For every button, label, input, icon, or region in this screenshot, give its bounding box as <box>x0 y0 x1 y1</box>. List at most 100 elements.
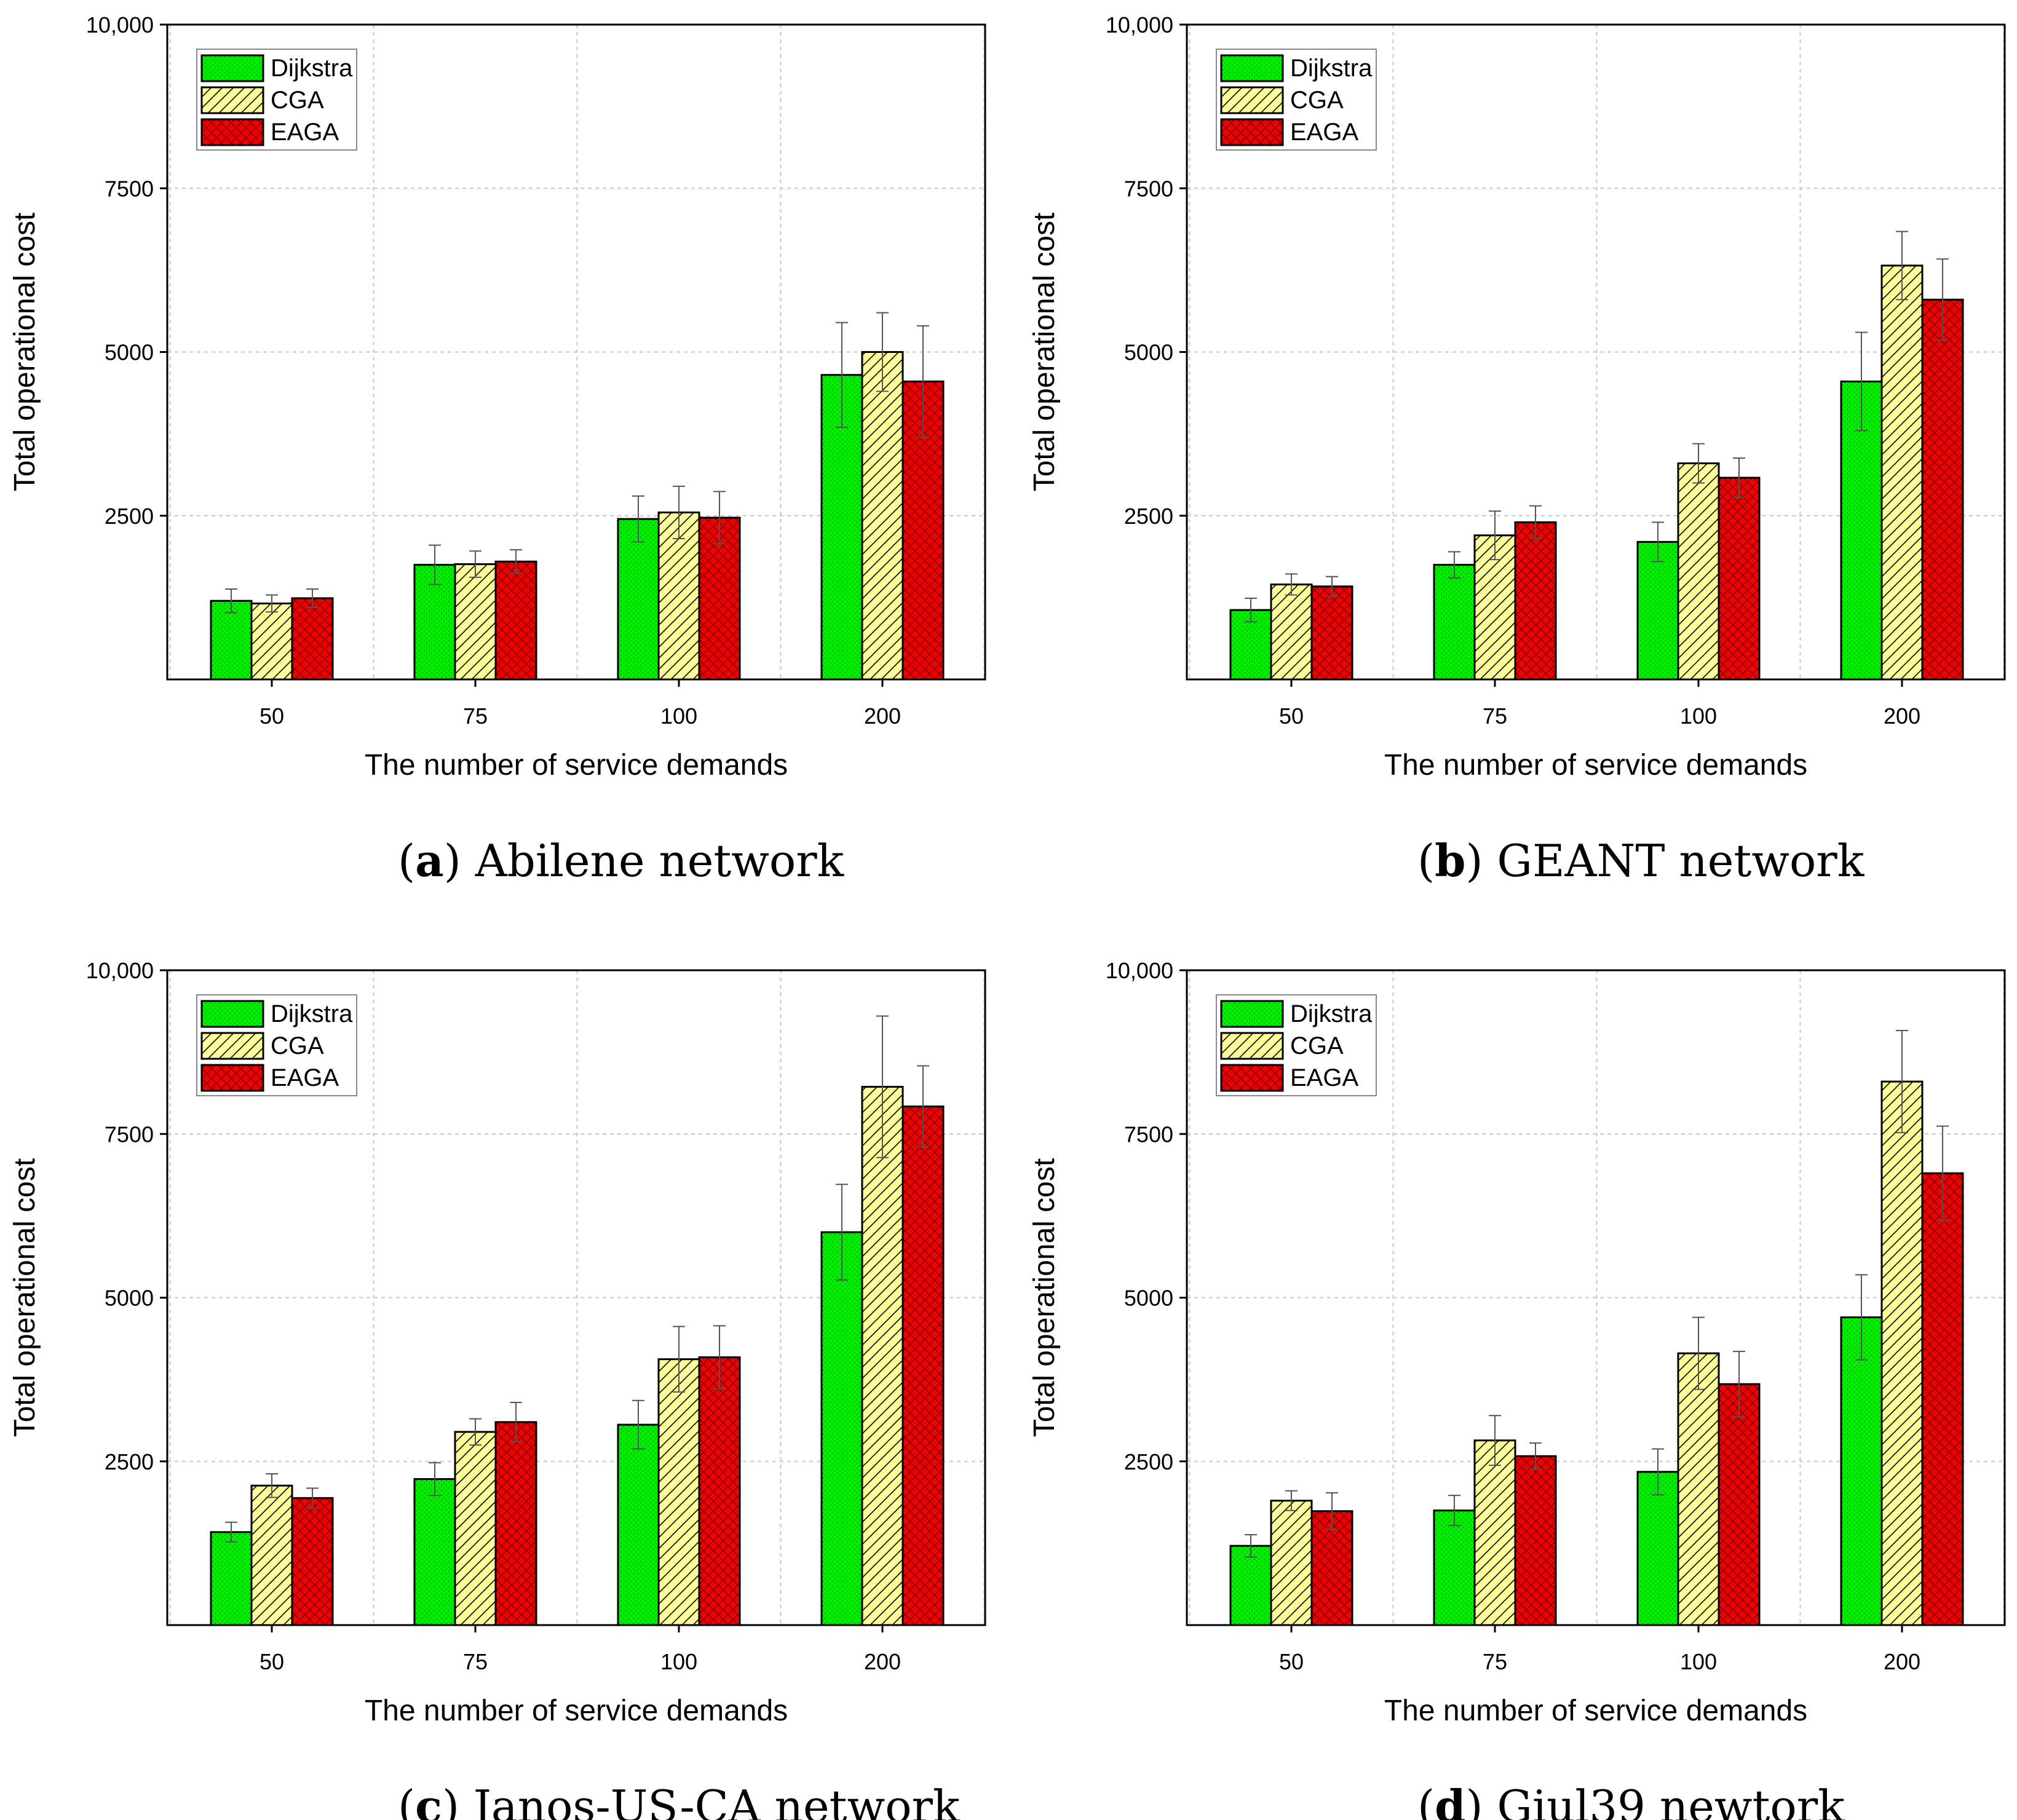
legend-swatch-dijkstra <box>200 54 264 82</box>
legend-swatch-eaga <box>1220 1064 1284 1092</box>
bar-eaga-100 <box>698 1356 741 1626</box>
bar-cga-200 <box>1880 1080 1924 1626</box>
legend-label-cga: CGA <box>1290 87 1344 114</box>
x-axis-title: The number of service demands <box>365 749 788 781</box>
y-tick-label: 7500 <box>105 176 154 201</box>
x-tick-label: 75 <box>463 1649 488 1674</box>
legend-swatch-eaga <box>200 118 264 146</box>
y-tick-label: 10,000 <box>86 12 154 38</box>
x-tick-label: 200 <box>864 1649 901 1674</box>
plot-frame <box>1186 23 2006 681</box>
bar-dijkstra-100 <box>1636 540 1679 681</box>
y-tick-label: 5000 <box>1124 340 1173 365</box>
bar-eaga-75 <box>494 560 537 681</box>
legend-label-eaga: EAGA <box>1290 119 1358 146</box>
bar-dijkstra-200 <box>1840 1316 1883 1626</box>
x-tick-label: 100 <box>660 1649 697 1674</box>
x-tick-label: 50 <box>260 703 284 729</box>
y-tick-label: 5000 <box>105 1286 154 1311</box>
bar-eaga-100 <box>1718 477 1761 681</box>
bar-dijkstra-50 <box>210 599 253 681</box>
y-tick-label: 5000 <box>1124 1286 1173 1311</box>
legend-swatch-eaga <box>1220 118 1284 146</box>
caption-letter: c <box>415 1780 442 1820</box>
y-axis-title: Total operational cost <box>1028 213 1061 492</box>
y-tick-label: 7500 <box>105 1122 154 1147</box>
bar-dijkstra-100 <box>617 1423 660 1626</box>
caption-text: Janos-US-CA network <box>469 1781 961 1820</box>
bar-dijkstra-75 <box>1433 564 1476 681</box>
y-tick-label: 2500 <box>1124 1449 1173 1474</box>
legend-swatch-cga <box>1220 1032 1284 1060</box>
legend-swatch-dijkstra <box>200 1000 264 1028</box>
bar-eaga-50 <box>1310 585 1353 681</box>
legend-label-eaga: EAGA <box>271 119 339 146</box>
legend-label-dijkstra: Dijkstra <box>271 1000 353 1027</box>
bar-dijkstra-50 <box>1229 1545 1272 1626</box>
bar-cga-50 <box>250 602 293 681</box>
legend-label-cga: CGA <box>1290 1032 1344 1059</box>
bar-dijkstra-50 <box>210 1531 253 1626</box>
chart-panel-a: 2500 5000 7500 10,000 50 75 100 200 The number o… <box>9 12 986 887</box>
panel-caption: (c) Janos-US-CA network <box>398 1780 961 1820</box>
chart-panel-c: 2500 5000 7500 10,000 50 75 100 200 The number o… <box>9 958 986 1820</box>
caption-text: Giul39 newtork <box>1497 1781 1845 1820</box>
y-tick-label: 7500 <box>1124 1122 1173 1147</box>
bar-eaga-50 <box>1310 1510 1353 1626</box>
legend-swatch-cga <box>1220 86 1284 114</box>
legend-swatch-dijkstra <box>1220 1000 1284 1028</box>
bar-dijkstra-100 <box>617 518 660 681</box>
y-axis-title: Total operational cost <box>9 213 41 492</box>
caption-letter: b <box>1435 834 1465 887</box>
bar-cga-200 <box>861 1086 904 1626</box>
bar-cga-50 <box>250 1484 293 1626</box>
plot-frame <box>166 23 986 681</box>
legend-label-dijkstra: Dijkstra <box>1290 55 1373 82</box>
bar-dijkstra-200 <box>820 1231 863 1626</box>
y-tick-label: 2500 <box>105 504 154 529</box>
y-tick-label: 10,000 <box>1106 12 1173 38</box>
bar-cga-50 <box>1270 1500 1313 1626</box>
y-tick-label: 10,000 <box>1106 958 1173 983</box>
bar-cga-100 <box>1677 462 1720 681</box>
bar-cga-200 <box>861 351 904 681</box>
x-axis-title: The number of service demands <box>365 1695 788 1727</box>
bar-dijkstra-75 <box>413 1478 456 1626</box>
legend-label-cga: CGA <box>271 87 324 114</box>
x-tick-label: 200 <box>1884 1649 1920 1674</box>
bar-dijkstra-75 <box>1433 1509 1476 1626</box>
x-tick-label: 75 <box>1483 703 1507 729</box>
x-tick-label: 75 <box>463 703 488 729</box>
caption-letter: d <box>1435 1780 1465 1820</box>
x-tick-label: 200 <box>864 703 901 729</box>
bar-cga-75 <box>1473 1439 1516 1626</box>
panel-caption: (d) Giul39 newtork <box>1417 1780 1845 1820</box>
chart-panel-d: 2500 5000 7500 10,000 50 75 100 200 The number o… <box>1028 958 2006 1820</box>
legend-swatch-eaga <box>200 1064 264 1092</box>
y-tick-label: 7500 <box>1124 176 1173 201</box>
bar-eaga-75 <box>494 1421 537 1626</box>
bar-eaga-200 <box>1921 298 1964 681</box>
bar-eaga-50 <box>291 1497 334 1626</box>
y-axis-title: Total operational cost <box>9 1158 41 1438</box>
x-tick-label: 100 <box>1680 703 1717 729</box>
y-axis-title: Total operational cost <box>1028 1158 1061 1438</box>
y-tick-label: 2500 <box>1124 504 1173 529</box>
x-axis-title: The number of service demands <box>1384 1695 1807 1727</box>
legend-label-eaga: EAGA <box>271 1064 339 1091</box>
bar-eaga-75 <box>1514 1455 1557 1626</box>
x-tick-label: 75 <box>1483 1649 1507 1674</box>
y-tick-label: 5000 <box>105 340 154 365</box>
x-tick-label: 200 <box>1884 703 1920 729</box>
legend-swatch-cga <box>200 1032 264 1060</box>
bar-cga-50 <box>1270 584 1313 681</box>
caption-letter: a <box>415 834 444 887</box>
panel-caption: (b) GEANT network <box>1417 834 1865 887</box>
bar-cga-75 <box>454 1431 497 1626</box>
x-tick-label: 100 <box>660 703 697 729</box>
x-tick-label: 50 <box>260 1649 284 1674</box>
bar-cga-100 <box>1677 1352 1720 1626</box>
legend-label-cga: CGA <box>271 1032 324 1059</box>
bar-eaga-200 <box>1921 1172 1964 1626</box>
legend-label-dijkstra: Dijkstra <box>271 55 353 82</box>
